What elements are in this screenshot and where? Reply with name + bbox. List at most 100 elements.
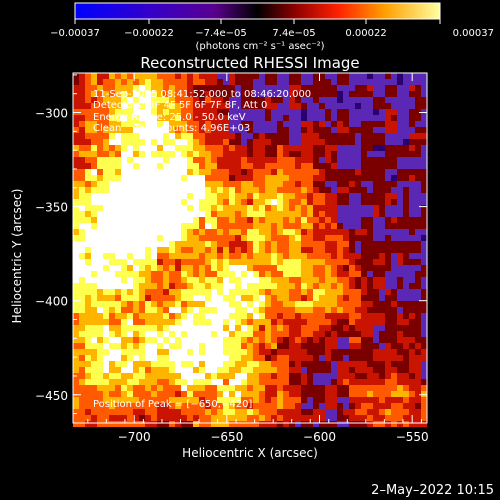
heatmap-cell — [193, 139, 199, 145]
heatmap-cell — [379, 271, 385, 277]
heatmap-cell — [343, 373, 349, 379]
heatmap-cell — [205, 193, 211, 199]
heatmap-cell — [121, 313, 127, 319]
heatmap-cell — [109, 97, 115, 103]
heatmap-cell — [403, 259, 409, 265]
heatmap-cell — [91, 199, 97, 205]
heatmap-cell — [331, 205, 337, 211]
heatmap-cell — [331, 373, 337, 379]
heatmap-cell — [301, 325, 307, 331]
heatmap-cell — [109, 205, 115, 211]
heatmap-cell — [289, 121, 295, 127]
heatmap-cell — [133, 367, 139, 373]
heatmap-cell — [229, 145, 235, 151]
heatmap-cell — [199, 229, 205, 235]
heatmap-cell — [337, 145, 343, 151]
heatmap-cell — [157, 217, 163, 223]
heatmap-cell — [349, 403, 355, 409]
heatmap-cell — [205, 85, 211, 91]
x-tick-label: −700 — [118, 430, 151, 444]
heatmap-cell — [403, 367, 409, 373]
heatmap-cell — [115, 235, 121, 241]
heatmap-cell — [205, 229, 211, 235]
heatmap-cell — [361, 391, 367, 397]
heatmap-cell — [331, 361, 337, 367]
heatmap-cell — [289, 337, 295, 343]
heatmap-cell — [127, 385, 133, 391]
heatmap-cell — [349, 295, 355, 301]
heatmap-cell — [235, 265, 241, 271]
heatmap-cell — [409, 325, 415, 331]
heatmap-cell — [151, 163, 157, 169]
heatmap-cell — [355, 163, 361, 169]
heatmap-cell — [217, 397, 223, 403]
heatmap-cell — [397, 415, 403, 421]
heatmap-cell — [361, 115, 367, 121]
heatmap-cell — [169, 379, 175, 385]
heatmap-cell — [301, 319, 307, 325]
heatmap-cell — [175, 277, 181, 283]
heatmap-cell — [331, 85, 337, 91]
heatmap-cell — [169, 325, 175, 331]
heatmap-cell — [307, 271, 313, 277]
heatmap-cell — [235, 313, 241, 319]
heatmap-cell — [373, 253, 379, 259]
heatmap-cell — [265, 235, 271, 241]
heatmap-cell — [97, 301, 103, 307]
heatmap-cell — [91, 271, 97, 277]
heatmap-cell — [373, 79, 379, 85]
heatmap-cell — [85, 343, 91, 349]
heatmap-cell — [85, 121, 91, 127]
heatmap-cell — [241, 343, 247, 349]
heatmap-cell — [73, 289, 79, 295]
heatmap-cell — [349, 235, 355, 241]
heatmap-cell — [379, 247, 385, 253]
heatmap-cell — [175, 73, 181, 79]
heatmap-cell — [169, 169, 175, 175]
heatmap-cell — [139, 361, 145, 367]
heatmap-cell — [271, 295, 277, 301]
heatmap-cell — [199, 151, 205, 157]
heatmap-cell — [409, 337, 415, 343]
heatmap-cell — [181, 403, 187, 409]
heatmap-cell — [229, 133, 235, 139]
heatmap-cell — [79, 181, 85, 187]
heatmap-cell — [133, 265, 139, 271]
heatmap-cell — [367, 325, 373, 331]
heatmap-cell — [151, 91, 157, 97]
heatmap-cell — [91, 157, 97, 163]
heatmap-cell — [97, 283, 103, 289]
heatmap-cell — [169, 241, 175, 247]
heatmap-cell — [277, 175, 283, 181]
heatmap-cell — [349, 229, 355, 235]
heatmap-cell — [205, 337, 211, 343]
heatmap-cell — [85, 109, 91, 115]
heatmap-cell — [157, 337, 163, 343]
heatmap-cell — [271, 397, 277, 403]
heatmap-cell — [259, 97, 265, 103]
heatmap-cell — [271, 361, 277, 367]
heatmap-cell — [325, 223, 331, 229]
heatmap-cell — [391, 199, 397, 205]
heatmap-cell — [97, 307, 103, 313]
heatmap-cell — [403, 175, 409, 181]
heatmap-cell — [265, 109, 271, 115]
heatmap-cell — [325, 145, 331, 151]
heatmap-cell — [193, 349, 199, 355]
heatmap-cell — [151, 217, 157, 223]
heatmap-cell — [379, 319, 385, 325]
heatmap-cell — [199, 319, 205, 325]
heatmap-cell — [301, 313, 307, 319]
heatmap-cell — [97, 289, 103, 295]
heatmap-cell — [253, 133, 259, 139]
heatmap-cell — [97, 229, 103, 235]
heatmap-cell — [217, 109, 223, 115]
heatmap-cell — [145, 337, 151, 343]
heatmap-cell — [109, 313, 115, 319]
heatmap-cell — [313, 223, 319, 229]
heatmap-cell — [79, 367, 85, 373]
heatmap-cell — [193, 121, 199, 127]
heatmap-cell — [301, 121, 307, 127]
heatmap-cell — [187, 313, 193, 319]
heatmap-cell — [79, 199, 85, 205]
